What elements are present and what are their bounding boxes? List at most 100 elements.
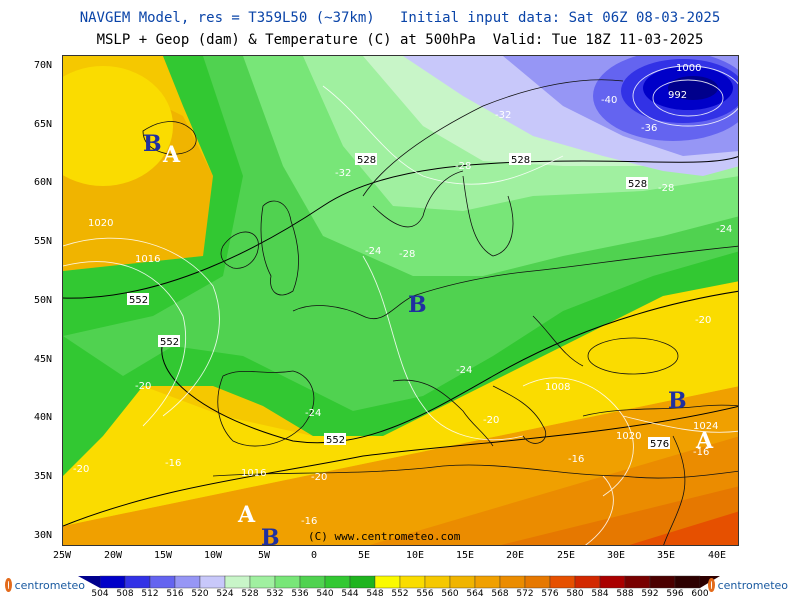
colorbar-label: 588 (616, 589, 634, 599)
isobar (622, 415, 738, 433)
coast-turkey (582, 404, 738, 417)
isobar (632, 65, 738, 127)
field-band (63, 281, 738, 526)
colorbar-label: 592 (641, 589, 659, 599)
colorbar-cell (524, 575, 551, 589)
isobar-group (63, 65, 738, 545)
temp-label: -20 (73, 464, 89, 475)
lon-label: 25E (556, 550, 576, 561)
pressure-center-high: A (162, 142, 181, 168)
field-band (629, 511, 738, 545)
lat-label: 40N (34, 412, 53, 423)
geop-label: 552 (129, 295, 148, 306)
colorbar-label: 504 (91, 589, 109, 599)
coast-iceland (142, 121, 197, 155)
pressure-center-low: B (261, 525, 280, 546)
mslp-label: 1000 (676, 63, 701, 74)
isobar (522, 377, 634, 497)
colorbar-arrow-left (78, 576, 100, 588)
colorbar-cell (574, 575, 601, 589)
colorbar-label: 508 (116, 589, 134, 599)
geop-label-group: 528 528 528 552 552 552 576 (127, 153, 670, 450)
colorbar-cell (649, 575, 676, 589)
colorbar-cell (274, 575, 301, 589)
temp-label: -16 (301, 516, 317, 527)
colorbar-cell (674, 575, 701, 589)
coast-ireland (220, 231, 259, 269)
colorbar-cell (99, 575, 126, 589)
geop-label: 552 (326, 435, 345, 446)
temp-label: -24 (305, 408, 321, 419)
temp-label: -28 (399, 249, 415, 260)
colorbar-label: 552 (391, 589, 409, 599)
lon-label: 15E (455, 550, 475, 561)
logo-text: centrometeo (14, 578, 85, 592)
temp-label: -20 (483, 415, 499, 426)
coast-scandinavia (362, 79, 624, 197)
colorbar-label: 512 (141, 589, 159, 599)
geop-contour (63, 405, 738, 527)
colorbar-cell (224, 575, 251, 589)
lon-label: 5E (357, 550, 371, 561)
isobar (362, 255, 524, 441)
temp-label: -20 (311, 472, 327, 483)
lon-label: 20W (103, 550, 123, 561)
geop-contour (161, 290, 738, 444)
colorbar-cell (199, 575, 226, 589)
colorbar-label: 580 (566, 589, 584, 599)
lon-label: 0 (310, 550, 318, 561)
colorbar-label: 576 (541, 589, 559, 599)
label-bg (626, 177, 648, 189)
temp-label: -20 (695, 315, 711, 326)
colorbar-label: 548 (366, 589, 384, 599)
colorbar-cell (174, 575, 201, 589)
colorbar-label: 596 (666, 589, 684, 599)
colorbar-cell (449, 575, 476, 589)
colorbar-label: 524 (216, 589, 234, 599)
pressure-center-low: B (143, 131, 162, 157)
temp-label: -16 (568, 454, 584, 465)
temp-label: -28 (455, 161, 471, 172)
coast-sweden (462, 175, 514, 257)
lat-label: 50N (34, 295, 53, 306)
label-bg (509, 153, 531, 165)
coast-norway (372, 170, 464, 228)
temp-label: -16 (693, 447, 709, 458)
temp-label: -20 (135, 381, 151, 392)
coast-levant (663, 435, 686, 545)
coast-black-sea (532, 315, 584, 367)
geop-label: 528 (628, 179, 647, 190)
copyright-text: (C) www.centrometeo.com (308, 530, 461, 543)
pressure-center-high: A (237, 502, 256, 528)
mslp-label: 1016 (241, 468, 266, 479)
colorbar-cell (474, 575, 501, 589)
colorbar-cell (299, 575, 326, 589)
lat-label: 70N (34, 60, 53, 71)
coast-britain (260, 200, 299, 296)
colorbar-label: 560 (441, 589, 459, 599)
colorbar-label: 600 (691, 589, 709, 599)
colorbar-cell (599, 575, 626, 589)
logo-icon (5, 578, 12, 592)
label-bg (127, 293, 149, 305)
title-field: MSLP + Geop (dam) & Temperature (C) at 5… (96, 32, 704, 48)
lat-label: 30N (34, 530, 53, 541)
lat-label: 60N (34, 177, 53, 188)
colorbar-label: 572 (516, 589, 534, 599)
colorbar-cell (549, 575, 576, 589)
temp-label-group: -40 -36 -32 -32 -28 -28 -28 -24 -24 -24 … (73, 95, 732, 527)
isobar (584, 475, 614, 545)
label-bg (648, 437, 670, 449)
mslp-label: 1024 (693, 421, 718, 432)
geop-label: 576 (650, 439, 669, 450)
lon-label: 30E (606, 550, 626, 561)
colorbar-label: 584 (591, 589, 609, 599)
pressure-center-high: A (695, 428, 714, 454)
logo-right: centrometeo (708, 575, 788, 595)
coast-iberia (217, 370, 315, 447)
coast-balkans (492, 385, 546, 444)
lat-label: 45N (34, 354, 53, 365)
lon-label: 10E (405, 550, 425, 561)
mslp-label: 992 (668, 90, 687, 101)
colorbar-label: 568 (491, 589, 509, 599)
